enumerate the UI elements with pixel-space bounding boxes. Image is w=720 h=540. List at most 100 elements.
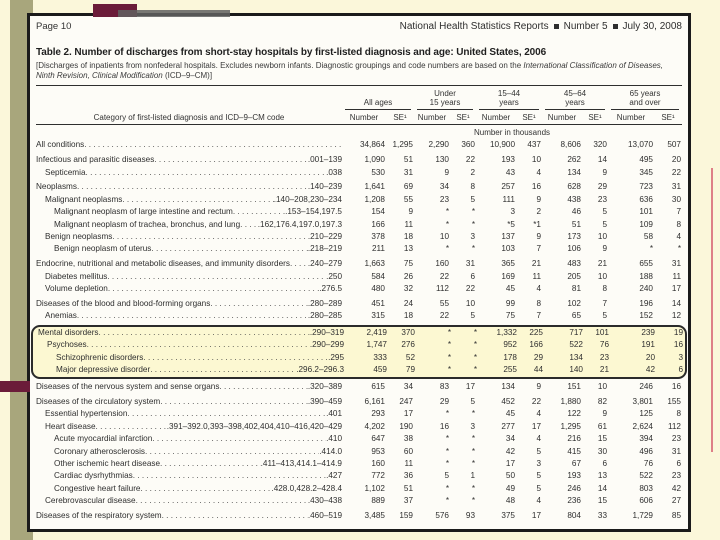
value-cell: 1,747 (366, 340, 388, 350)
value-cell: 6,161 (364, 396, 386, 406)
diagnosis-label: Heart disease (45, 421, 96, 431)
page-header: Page 10 National Health Statistics Repor… (36, 21, 682, 32)
value-cell: 30 (597, 446, 607, 456)
icd-code: .411–413,414.1–414.9 (260, 458, 342, 468)
value-cell: 606 (639, 496, 653, 506)
value-cell: 5 (536, 471, 541, 481)
diagnosis-cell: Volume depletion .276.5 (36, 283, 342, 295)
dot-leader (136, 495, 308, 507)
dot-leader (77, 181, 308, 193)
value-cell: 452 (501, 396, 515, 406)
value-cell: 102 (567, 299, 581, 309)
value-cell: 21 (531, 259, 541, 269)
diagnosis-cell: Cerebrovascular disease .430–438 (36, 495, 342, 507)
value-cell: 2,290 (428, 140, 450, 150)
value-cell: 1,663 (364, 259, 386, 269)
value-cell: 276 (401, 340, 415, 350)
value-cell: 125 (639, 409, 653, 419)
value-cell: 628 (567, 182, 581, 192)
diagnosis-cell: Essential hypertension .401 (36, 408, 342, 420)
value-cell: 37 (403, 496, 413, 506)
diagnosis-cell: Heart disease .391–392.0,393–398,402,404,… (36, 421, 342, 433)
table-note: [Discharges of inpatients from nonfedera… (36, 61, 682, 80)
column-subheader: SE¹ (522, 113, 536, 123)
table-row: Diseases of the respiratory system .460–5… (36, 510, 682, 522)
value-cell: 5 (470, 311, 475, 321)
value-cell: 16 (531, 182, 541, 192)
value-cell: 23 (597, 194, 607, 204)
diagnosis-cell: Major depressive disorder .296.2–296.3 (38, 364, 344, 376)
value-cell: 522 (569, 340, 583, 350)
value-cell: 10 (597, 382, 607, 391)
value-cell: 293 (371, 409, 385, 419)
value-cell: 2,624 (632, 421, 654, 431)
value-cell: 3 (470, 421, 475, 431)
value-cell: 483 (567, 259, 581, 269)
dot-leader (210, 298, 308, 310)
dot-leader (86, 167, 327, 179)
value-cell: 67 (571, 458, 581, 468)
value-cell: 38 (403, 434, 413, 444)
value-cell: * (445, 446, 449, 456)
value-cell: 1,208 (364, 194, 386, 204)
value-cell: 29 (533, 352, 543, 362)
diagnosis-cell: Psychoses .290–299 (38, 339, 344, 351)
value-cell: 109 (639, 219, 653, 229)
value-cell: 75 (505, 311, 515, 321)
value-cell: 58 (643, 232, 653, 242)
value-cell: * (471, 244, 475, 254)
diagnosis-cell: All conditions (36, 139, 342, 151)
value-cell: 772 (371, 471, 385, 481)
value-cell: 9 (602, 244, 607, 254)
value-cell: 14 (597, 483, 607, 493)
value-cell: 4 (536, 167, 541, 177)
value-cell: 22 (465, 155, 475, 165)
icd-code: .218–219 (307, 244, 342, 254)
value-cell: 16 (671, 382, 681, 391)
diagnosis-cell: Cardiac dysrhythmias .427 (36, 470, 342, 482)
dot-leader (127, 408, 326, 420)
value-cell: 23 (671, 471, 681, 481)
value-cell: 2 (536, 207, 541, 217)
value-cell: * (445, 458, 449, 468)
value-cell: 112 (435, 284, 449, 294)
value-cell: 8,606 (560, 140, 582, 150)
value-cell: * (471, 458, 475, 468)
diagnosis-label: Benign neoplasm of uterus (54, 244, 152, 254)
diagnosis-cell: Diseases of the circulatory system .390–4… (36, 396, 342, 408)
diagnosis-label: Diseases of the respiratory system (36, 511, 162, 521)
value-cell: 236 (567, 496, 581, 506)
icd-code: .320–389 (307, 382, 342, 391)
value-cell: 21 (599, 365, 609, 375)
value-cell: 4 (536, 284, 541, 294)
value-cell: 20 (671, 155, 681, 165)
value-cell: 7 (536, 311, 541, 321)
table-row: Acute myocardial infarction .410 647 38 * * 3… (36, 433, 682, 445)
value-cell: 1,295 (392, 140, 414, 150)
value-cell: 6 (470, 271, 475, 281)
publication-title: National Health Statistics Reports (399, 21, 549, 32)
value-cell: 134 (569, 352, 583, 362)
value-cell: 46 (571, 207, 581, 217)
dot-leader (112, 231, 307, 243)
column-subheader: Number (616, 113, 646, 123)
value-cell: 51 (571, 219, 581, 229)
value-cell: * (445, 219, 449, 229)
value-cell: 1,332 (496, 327, 518, 337)
value-cell: 33 (597, 511, 607, 521)
value-cell: 79 (405, 365, 415, 375)
value-cell: 584 (371, 271, 385, 281)
diagnosis-cell: Neoplasms .140–239 (36, 181, 342, 193)
diagnosis-label: Cardiac dysrhythmias (54, 471, 133, 481)
value-cell: 4 (536, 434, 541, 444)
value-cell: * (471, 483, 475, 493)
value-cell: 44 (533, 365, 543, 375)
age-group-header-row: All ages Under 15 years 15–44 years 45–64 y… (36, 86, 682, 111)
table-row: Malignant neoplasms .140–208,230–234 1,20… (36, 194, 682, 206)
table-header: All ages Under 15 years 15–44 years 45–64 y… (36, 85, 682, 126)
value-cell: 247 (399, 396, 413, 406)
note-italic-citation: International Classification of Diseases… (36, 61, 664, 80)
dot-leader (219, 381, 307, 393)
column-subheader: SE¹ (588, 113, 602, 123)
column-subheader: SE¹ (456, 113, 470, 123)
